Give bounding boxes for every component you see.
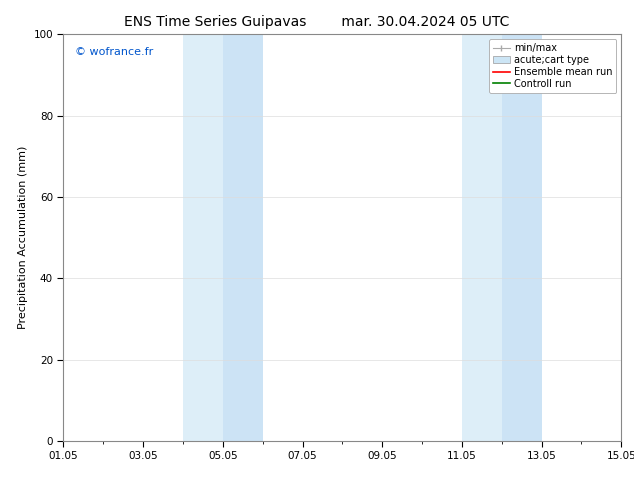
Bar (223, 34, 262, 441)
Text: © wofrance.fr: © wofrance.fr (75, 47, 153, 56)
Bar (462, 34, 501, 441)
Bar (501, 34, 541, 441)
Y-axis label: Precipitation Accumulation (mm): Precipitation Accumulation (mm) (18, 146, 28, 329)
Legend: min/max, acute;cart type, Ensemble mean run, Controll run: min/max, acute;cart type, Ensemble mean … (489, 39, 616, 93)
Bar (183, 34, 223, 441)
Text: ENS Time Series Guipavas        mar. 30.04.2024 05 UTC: ENS Time Series Guipavas mar. 30.04.2024… (124, 15, 510, 29)
